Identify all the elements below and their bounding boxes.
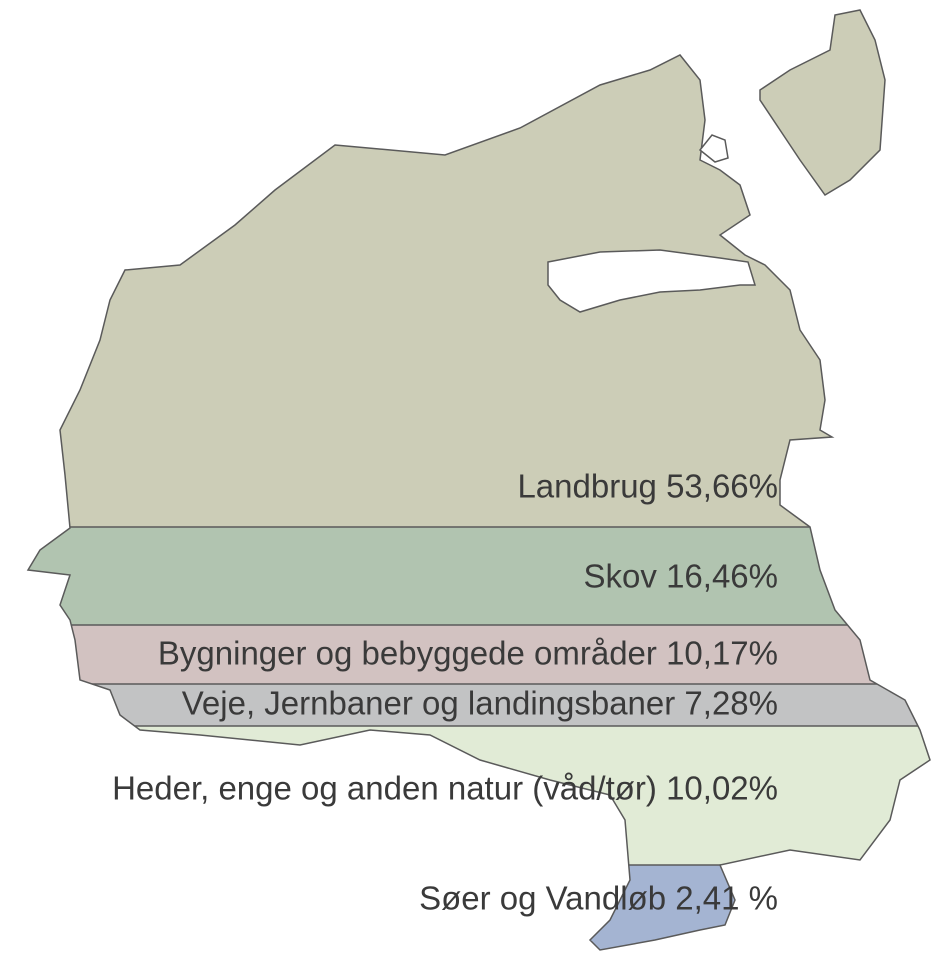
island bbox=[759, 9, 886, 196]
inlet bbox=[698, 134, 729, 163]
label: Heder, enge og anden natur (våd/tør) 10,… bbox=[112, 770, 778, 807]
labels: Landbrug 53,66% Skov 16,46% Bygninger og… bbox=[112, 468, 778, 917]
fjord bbox=[547, 249, 757, 313]
band-veje bbox=[28, 684, 930, 726]
label: Veje, Jernbaner og landingsbaner 7,28% bbox=[182, 685, 778, 722]
band-bygninger bbox=[28, 625, 930, 684]
label: Bygninger og bebyggede områder 10,17% bbox=[158, 635, 778, 672]
label: Skov 16,46% bbox=[584, 558, 778, 595]
label: Søer og Vandløb 2,41 % bbox=[419, 880, 778, 917]
band-skov bbox=[28, 527, 930, 625]
label: Landbrug 53,66% bbox=[517, 468, 778, 505]
region-outline bbox=[26, 54, 931, 951]
